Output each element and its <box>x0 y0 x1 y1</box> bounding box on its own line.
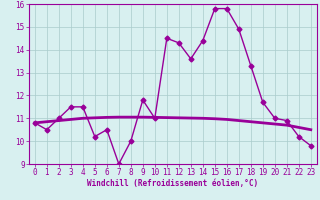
X-axis label: Windchill (Refroidissement éolien,°C): Windchill (Refroidissement éolien,°C) <box>87 179 258 188</box>
